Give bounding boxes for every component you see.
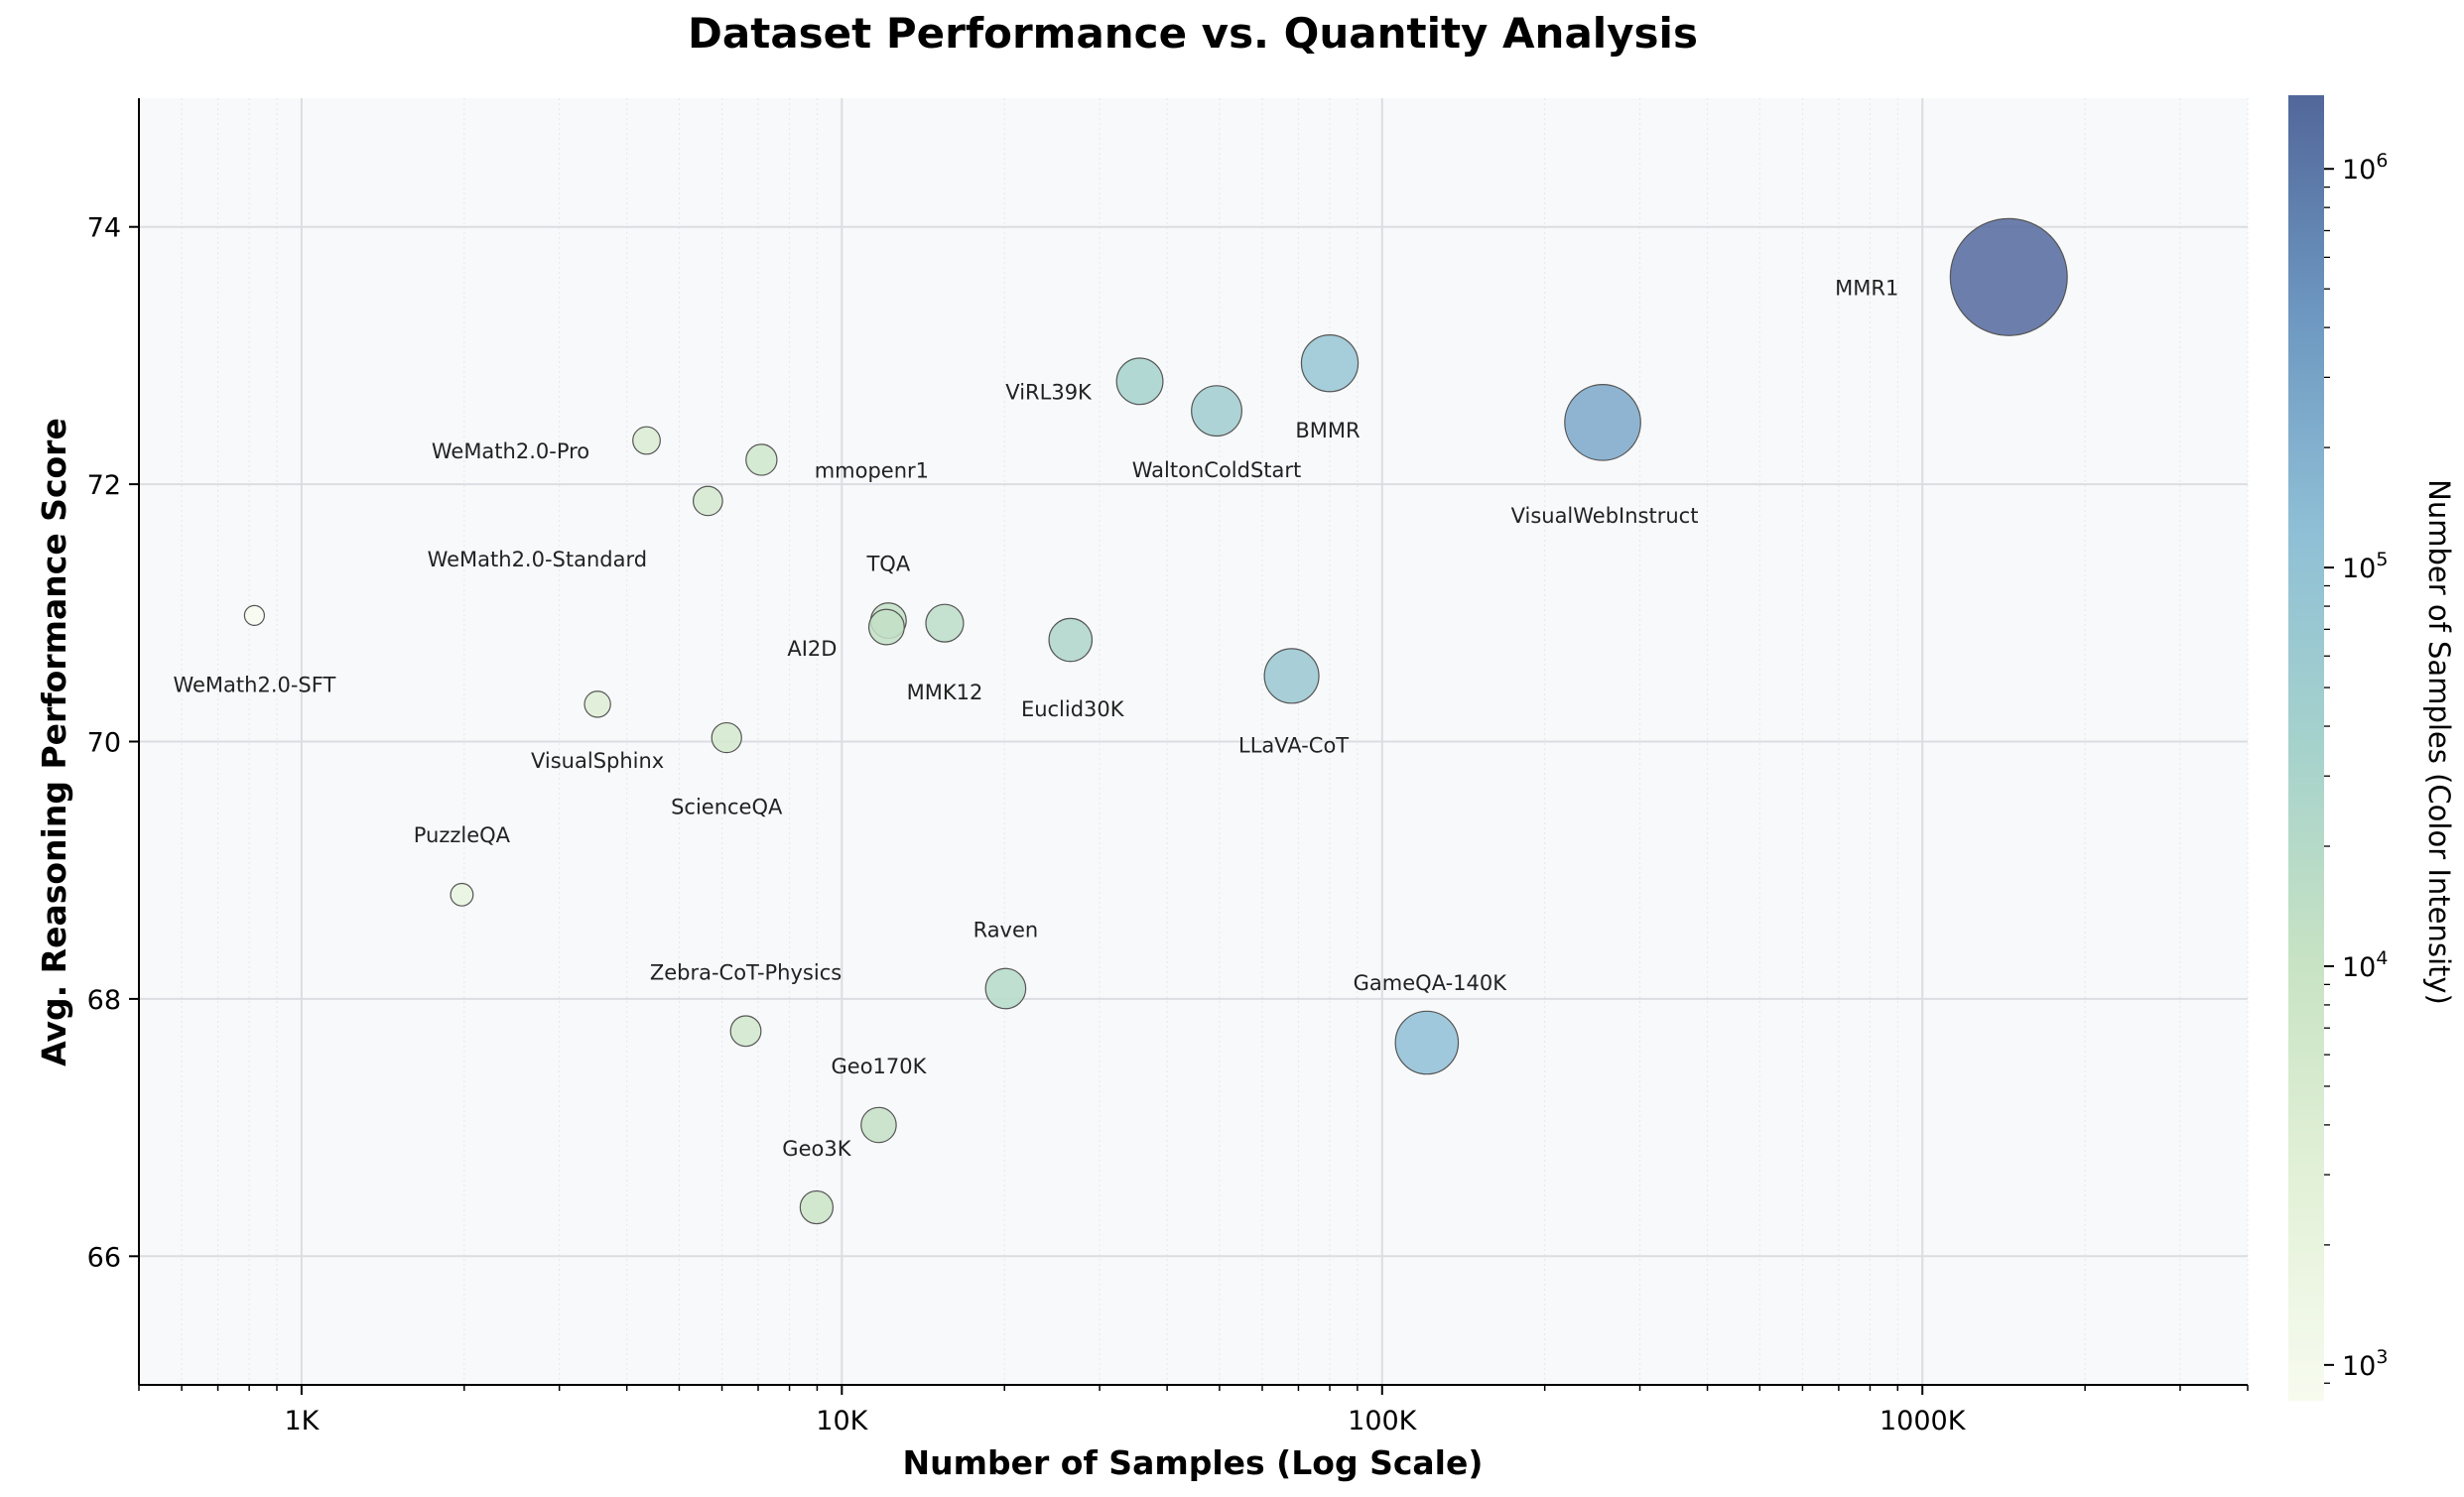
colorbar-tick-label: 105 [2342,549,2388,584]
data-point [711,721,742,754]
chart-title: Dataset Performance vs. Quantity Analysi… [688,9,1698,58]
data-point [632,426,661,455]
data-label: MMR1 [1835,276,1898,300]
data-labels: MMR1 VisualWebInstruct BMMR ViRL39K WaltonCo… [173,276,1898,1161]
grid [138,98,2249,1385]
data-point [729,1015,762,1048]
y-tick-label: 70 [87,728,121,759]
data-label: LLaVA-CoT [1238,733,1349,757]
colorbar-gradient [2288,95,2324,1401]
data-label: BMMR [1295,419,1360,442]
axes: 66 68 70 72 74 1K 10K 100K 1000K [87,98,2249,1436]
colorbar-tick-base: 10 [2342,554,2376,584]
x-tick-label: 10K [816,1406,868,1436]
data-label: MMK12 [907,681,983,704]
data-point [1949,217,2068,336]
data-label: GameQA-140K [1354,971,1508,995]
x-tick-label: 1K [284,1406,320,1436]
data-label: VisualWebInstruct [1511,504,1699,528]
data-point [1115,357,1164,406]
y-tick-label: 72 [87,470,121,501]
data-point [1564,384,1641,461]
y-tick-label: 66 [87,1242,121,1273]
data-label: TQA [865,553,910,576]
data-label: VisualSphinx [531,749,664,773]
data-point [745,443,778,476]
data-point [867,608,905,646]
colorbar-tick-label: 103 [2342,1346,2388,1382]
data-label: ScienceQA [671,796,783,819]
colorbar-label: Number of Samples (Color Intensity) [2422,479,2456,1005]
data-label: Raven [973,919,1039,942]
data-label: Zebra-CoT-Physics [650,960,842,984]
colorbar-tick-exponent: 3 [2376,1346,2388,1368]
data-point [860,1106,897,1144]
data-point [1263,648,1320,704]
data-label: AI2D [787,637,837,661]
data-point [450,882,474,907]
y-tick-label: 68 [87,985,121,1016]
data-point [243,604,265,626]
data-label: WeMath2.0-Standard [428,548,648,571]
data-point [692,485,723,517]
data-point [799,1189,835,1225]
data-label: WeMath2.0-SFT [173,673,335,696]
colorbar-tick-base: 10 [2342,1351,2376,1382]
data-label: Euclid30K [1021,697,1125,721]
data-label: ViRL39K [1005,380,1093,404]
data-point [925,603,965,643]
data-label: WaltonColdStart [1132,458,1302,482]
data-point [1191,385,1242,437]
data-label: PuzzleQA [414,823,511,847]
y-axis-label: Avg. Reasoning Performance Score [35,418,73,1066]
data-label: mmopenr1 [815,458,929,482]
colorbar-tick-exponent: 4 [2376,947,2388,969]
x-tick-label: 1000K [1880,1406,1967,1436]
colorbar-tick-exponent: 6 [2376,150,2388,172]
colorbar-tick-label: 104 [2342,947,2388,983]
colorbar-tick-exponent: 5 [2376,549,2388,570]
data-label: WeMath2.0-Pro [432,439,589,463]
data-point [1394,1010,1460,1075]
x-tick-label: 100K [1348,1406,1418,1436]
data-points [243,217,2068,1225]
colorbar-tick-label: 106 [2342,150,2388,186]
data-point [584,690,611,718]
colorbar-tick-base: 10 [2342,155,2376,186]
y-tick-label: 74 [87,213,121,244]
data-label: Geo170K [832,1055,928,1078]
colorbar-tick-base: 10 [2342,952,2376,983]
data-point [984,967,1027,1010]
data-point [1300,333,1360,393]
data-label: Geo3K [782,1137,851,1161]
x-axis-label: Number of Samples (Log Scale) [903,1443,1484,1482]
data-point [1048,617,1094,663]
